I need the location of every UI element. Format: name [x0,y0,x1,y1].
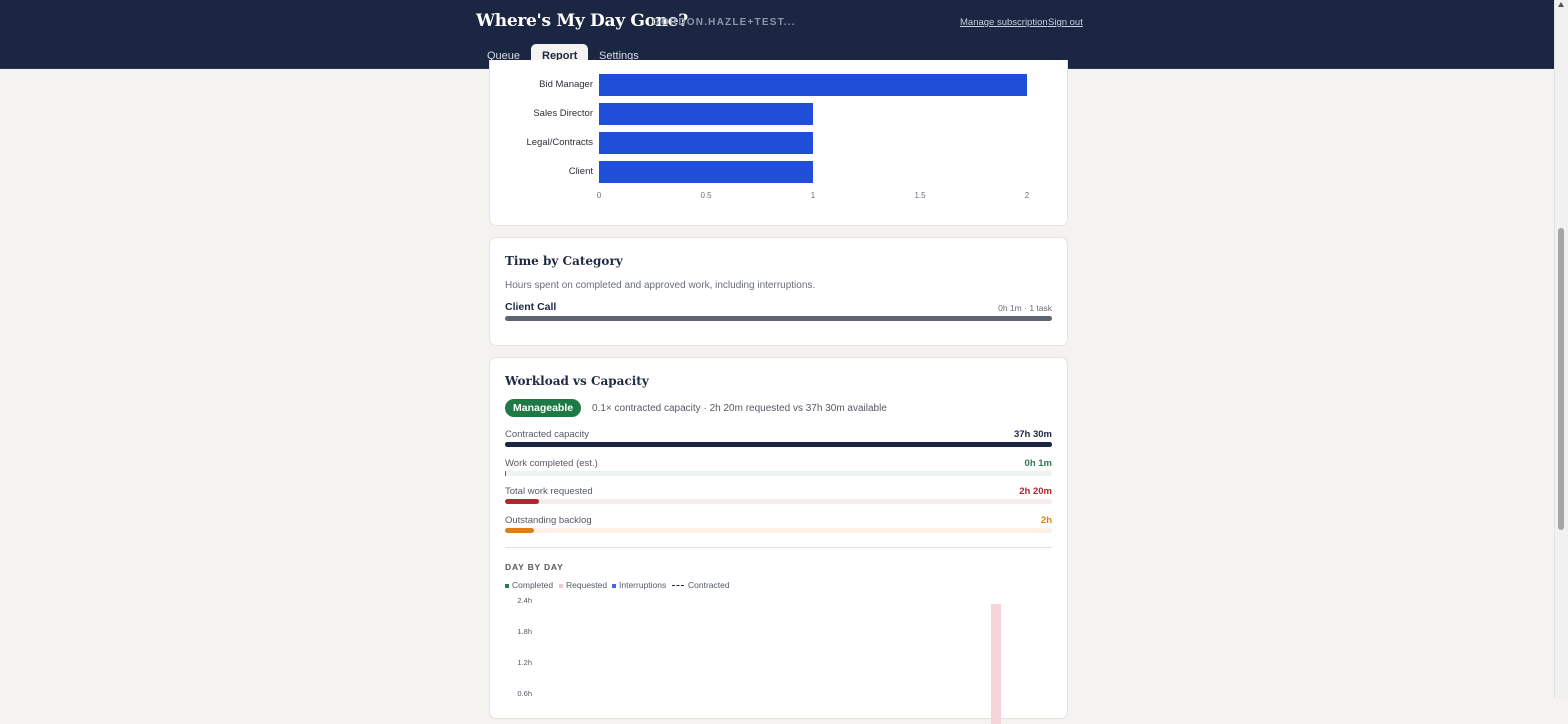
y-tick-label: 0.6h [517,689,532,698]
meter-label: Work completed (est.) [505,458,598,469]
bar-category-label: Client [568,166,593,177]
legend-label: Requested [566,580,608,590]
legend-label: Completed [512,580,554,590]
legend-completed: Completed [505,580,553,590]
x-tick-label: 0.5 [700,191,712,200]
user-email: GORDON.HAZLE+TEST... [652,17,796,28]
divider [505,547,1052,548]
bar-category-label: Sales Director [533,108,593,119]
legend-swatch [612,583,616,588]
legend-label: Contracted [688,580,730,590]
meter-fill [505,471,506,476]
legend-dash-line [672,585,684,587]
bar [599,161,813,183]
tab-queue[interactable]: Queue [487,50,521,62]
meter-fill [505,442,1052,447]
legend-contracted: Contracted [672,580,730,590]
bar [599,103,813,125]
scroll-thumb[interactable] [1558,228,1564,530]
x-tick-label: 0 [596,191,602,200]
tab-settings[interactable]: Settings [599,50,639,62]
legend-interruptions: Interruptions [612,580,666,590]
meter-value: 2h [1040,515,1052,526]
capacity-summary: 0.1× contracted capacity · 2h 20m reques… [592,403,887,414]
category-progress-bar [505,316,1052,321]
legend-swatch [559,583,563,588]
meter-track [505,471,1052,476]
meter-label: Total work requested [505,486,593,497]
category-label: Client Call [505,301,557,313]
top-bar: Where's My Day Gone? GORDON.HAZLE+TEST..… [0,0,1555,69]
meter-track [505,499,1052,504]
card-subtitle: Hours spent on completed and approved wo… [505,280,816,291]
meter-track [505,528,1052,533]
app-title: Where's My Day Gone? [476,11,688,31]
time-by-category-card: Time by Category Hours spent on complete… [489,237,1068,346]
x-tick-label: 1 [810,191,816,200]
card-title: Workload vs Capacity [505,374,649,388]
status-badge: Manageable [505,399,582,417]
y-tick-label: 2.4h [517,596,532,605]
workload-card: Workload vs Capacity Manageable 0.1× con… [489,357,1068,724]
card-title: Time by Category [505,254,623,268]
meter-label: Contracted capacity [505,429,589,440]
legend-requested: Requested [559,580,607,590]
meter-value: 0h 1m [1024,458,1052,469]
legend-label: Interruptions [619,580,667,590]
requesters-bar-chart: Bid Manager Sales Director Legal/Contracts… [490,60,1067,225]
bar [599,132,813,154]
bar-category-label: Legal/Contracts [526,137,593,148]
bar [599,74,1027,96]
x-tick-label: 2 [1024,191,1030,200]
category-meta: 0h 1m · 1 task [998,303,1052,313]
meter-label: Outstanding backlog [505,515,592,526]
scroll-up-arrow-icon[interactable] [1558,2,1564,7]
meter-fill [505,528,534,533]
x-tick-label: 1.5 [914,191,926,200]
meter-value: 37h 30m [1013,429,1052,440]
manage-subscription-link[interactable]: Manage subscription [960,17,1048,28]
meter-track [505,442,1052,447]
y-tick-label: 1.8h [517,627,532,636]
meter-fill [505,499,539,504]
bar-category-label: Bid Manager [539,79,593,90]
page-scrollbar[interactable] [1554,0,1568,698]
requesters-chart-card: Bid Manager Sales Director Legal/Contracts… [489,60,1068,226]
meter-value: 2h 20m [1019,486,1052,497]
sign-out-link[interactable]: Sign out [1048,17,1083,28]
y-tick-label: 1.2h [517,658,532,667]
requested-day-bar [991,604,1001,724]
day-by-day-heading: DAY BY DAY [505,562,564,572]
legend-swatch [505,583,509,588]
